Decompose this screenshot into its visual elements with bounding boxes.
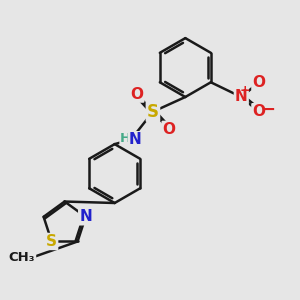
- Text: N: N: [79, 209, 92, 224]
- Text: S: S: [46, 234, 57, 249]
- Text: H: H: [120, 132, 131, 145]
- Text: N: N: [129, 132, 142, 147]
- Text: O: O: [130, 87, 143, 102]
- Text: +: +: [240, 84, 250, 97]
- Text: CH₃: CH₃: [9, 251, 35, 264]
- Text: O: O: [252, 104, 266, 119]
- Text: O: O: [252, 75, 266, 90]
- Text: N: N: [235, 89, 248, 104]
- Text: S: S: [147, 103, 159, 121]
- Text: −: −: [260, 101, 275, 119]
- Text: O: O: [163, 122, 176, 137]
